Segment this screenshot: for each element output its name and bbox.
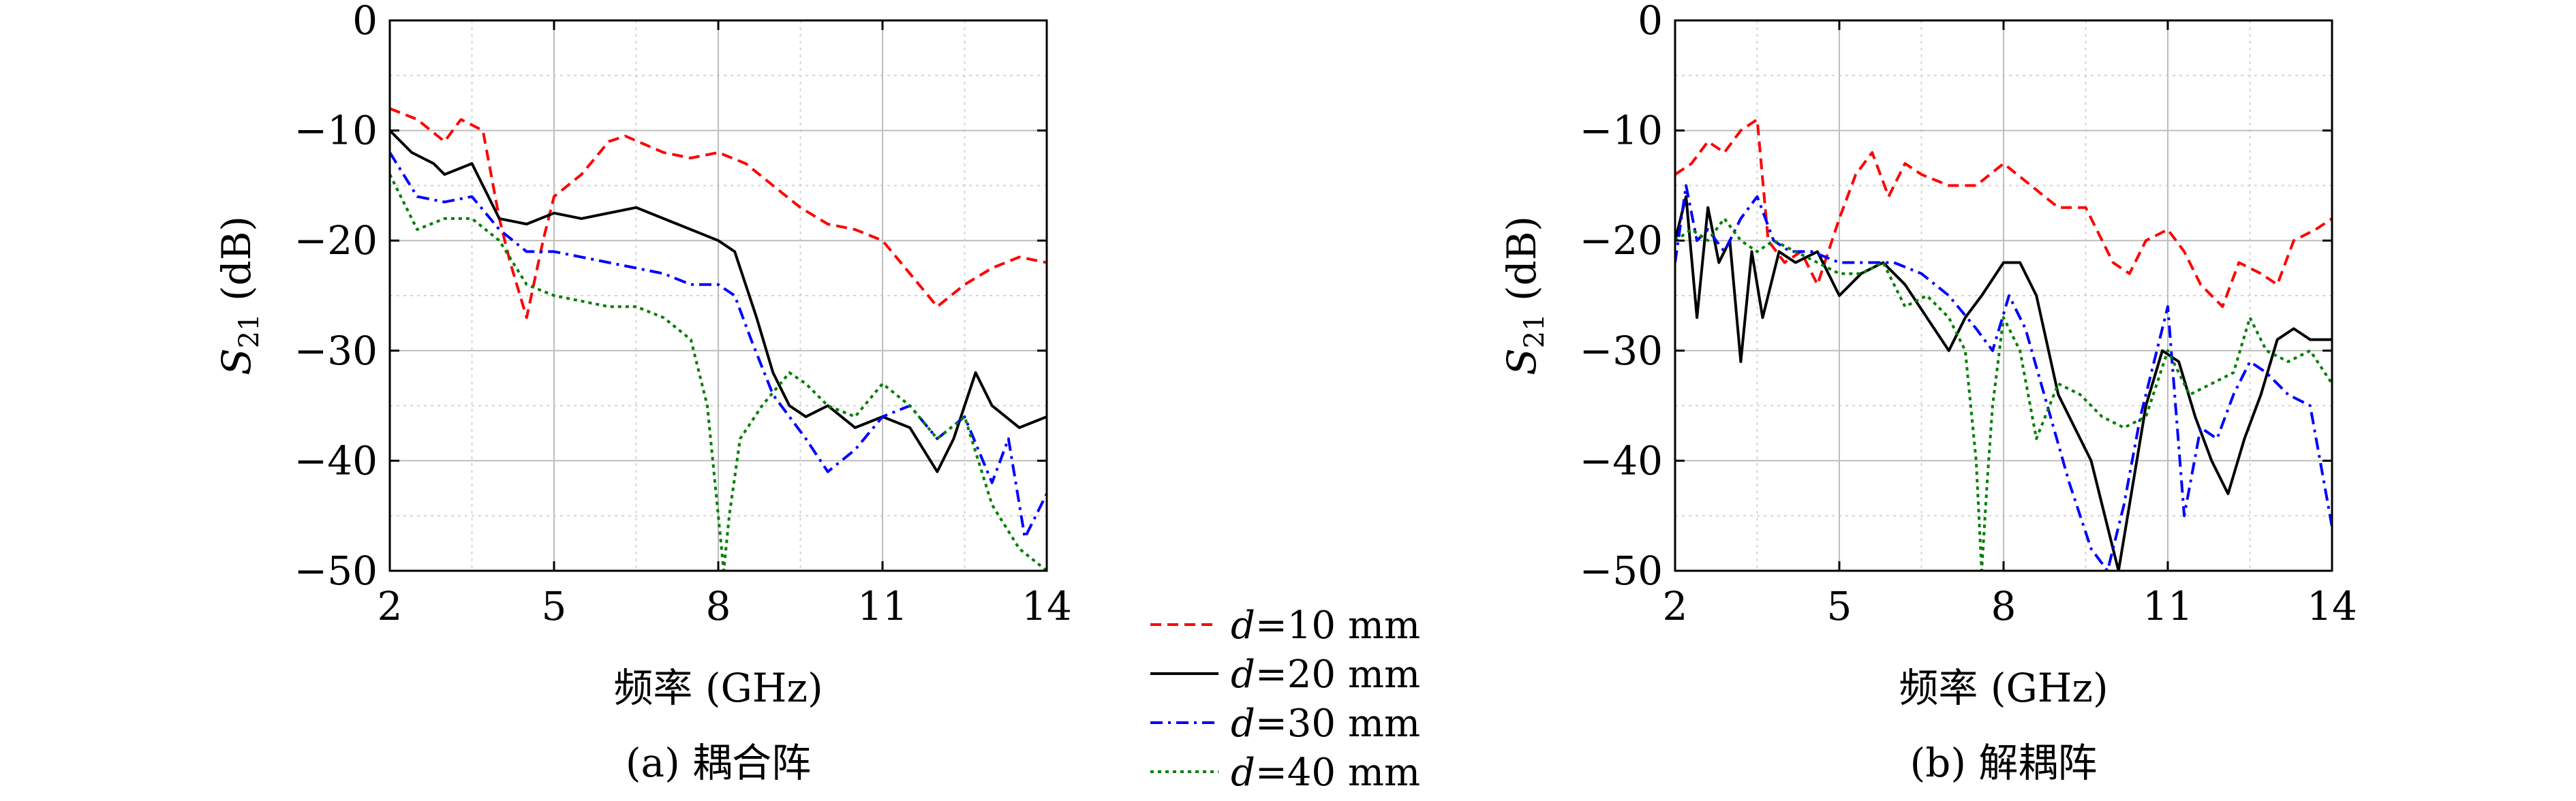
y-tick-label: −10 (1580, 108, 1663, 154)
x-tick-label: 11 (2143, 583, 2193, 629)
y-tick-label: −40 (294, 437, 378, 484)
series-line-d10 (1675, 118, 2332, 309)
x-axis-title: 频率 (GHz) (613, 665, 823, 711)
x-tick-label: 5 (1827, 583, 1852, 629)
legend-label-d10: d=10 mm (1231, 603, 1420, 648)
y-tick-label: −20 (1580, 217, 1663, 264)
panel-caption: (b) 解耦阵 (1910, 740, 2098, 786)
y-tick-label: 0 (352, 0, 378, 44)
x-tick-label: 8 (706, 583, 731, 629)
series-line-d40 (1675, 217, 2332, 571)
y-axis-title: S21 (dB) (1499, 216, 1550, 375)
x-tick-label: 5 (542, 583, 567, 629)
y-tick-label: −30 (294, 328, 378, 374)
y-tick-label: 0 (1638, 0, 1663, 44)
x-tick-label: 8 (1991, 583, 2017, 629)
series-line-d40 (390, 174, 1047, 571)
y-tick-label: −40 (1580, 437, 1663, 484)
y-axis-title: S21 (dB) (213, 216, 265, 375)
legend-label-d30: d=30 mm (1231, 702, 1420, 746)
x-tick-label: 11 (857, 583, 908, 629)
x-tick-label: 14 (1022, 583, 1072, 629)
y-tick-label: −10 (294, 108, 378, 154)
chart-panel-decoupled: 2 5 8 11 14 0 −10 −20 −30 −40 −50 频率 (GHz) S21 (dB) (… (1499, 0, 2357, 786)
y-tick-label: −20 (294, 217, 378, 264)
x-tick-label: 2 (378, 583, 403, 629)
legend-label-d20: d=20 mm (1231, 653, 1420, 697)
series-line-d20 (1675, 195, 2332, 571)
x-tick-label: 14 (2307, 583, 2357, 629)
y-tick-label: −50 (294, 548, 378, 594)
series-line-d10 (390, 107, 1047, 319)
y-tick-label: −30 (1580, 328, 1663, 374)
y-tick-label: −50 (1580, 548, 1663, 594)
x-axis-title: 频率 (GHz) (1899, 665, 2108, 711)
series-line-d20 (390, 129, 1047, 473)
chart-panel-coupled: 2 5 8 11 14 0 −10 −20 −30 −40 −50 频率 (GHz) S21 (dB) (… (213, 0, 1072, 786)
series-line-d30 (1675, 184, 2332, 571)
x-tick-label: 2 (1663, 583, 1688, 629)
legend: d=10 mm d=20 mm d=30 mm d=40 mm (1150, 603, 1420, 795)
panel-caption: (a) 耦合阵 (626, 740, 811, 786)
legend-label-d40: d=40 mm (1231, 751, 1420, 795)
